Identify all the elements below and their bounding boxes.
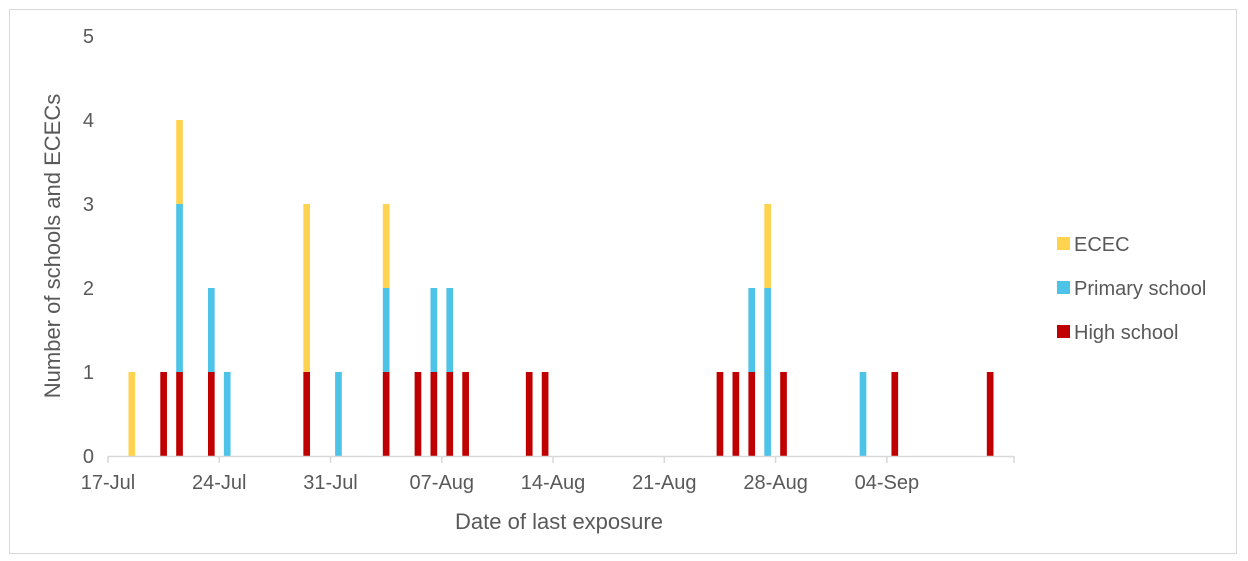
legend-label: High school [1074, 322, 1179, 344]
bars [128, 120, 994, 456]
bar-segment-primary-school [176, 204, 183, 372]
x-tick-label: 24-Jul [192, 472, 246, 494]
legend-swatch [1057, 325, 1070, 338]
bar-segment-primary-school [335, 372, 342, 456]
bar-segment-primary-school [748, 288, 756, 372]
legend-label: ECEC [1074, 234, 1130, 256]
bar-segment-high-school [446, 372, 454, 456]
y-tick-label: 5 [83, 26, 94, 48]
y-tick-label: 4 [83, 110, 94, 132]
bar-segment-ecec [176, 120, 183, 204]
bar-segment-primary-school [430, 288, 438, 372]
y-tick-label: 1 [83, 362, 94, 384]
x-axis: 17-Jul 24-Jul 31-Jul 07-Aug 14-Aug 21-Aug 28-A… [81, 455, 1015, 494]
bar-segment-primary-school [382, 288, 390, 372]
bar-segment-primary-school [764, 288, 771, 456]
bar-segment-high-school [541, 372, 549, 456]
bar-segment-high-school [732, 372, 740, 456]
bar-segment-high-school [176, 372, 183, 456]
x-tick-label: 31-Jul [303, 472, 357, 494]
bar-segment-primary-school [446, 288, 454, 372]
x-axis-title: Date of last exposure [455, 509, 663, 534]
x-tick-label: 04-Sep [855, 472, 920, 494]
bar-segment-high-school [382, 372, 390, 456]
bar-segment-primary-school [859, 372, 867, 456]
bar-segment-high-school [986, 372, 994, 456]
legend-label: Primary school [1074, 278, 1206, 300]
bar-segment-primary-school [223, 372, 231, 456]
bar-segment-ecec [128, 372, 136, 456]
x-tick-label: 21-Aug [632, 472, 697, 494]
bar-segment-primary-school [207, 288, 215, 372]
bar-segment-high-school [891, 372, 899, 456]
bar-segment-high-school [716, 372, 724, 456]
legend-swatch [1057, 281, 1070, 294]
y-tick-label: 0 [83, 446, 94, 468]
bar-segment-high-school [430, 372, 438, 456]
bar-segment-high-school [160, 372, 167, 456]
legend-swatch [1057, 237, 1070, 250]
legend: ECEC Primary school High school [1057, 234, 1206, 344]
bar-segment-high-school [207, 372, 215, 456]
y-tick-label: 2 [83, 278, 94, 300]
bar-segment-high-school [414, 372, 422, 456]
y-axis-title: Number of schools and ECECs [40, 94, 65, 398]
bar-segment-high-school [525, 372, 533, 456]
y-axis-ticks: 0 1 2 3 4 5 [83, 26, 94, 468]
y-tick-label: 3 [83, 194, 94, 216]
bar-segment-high-school [748, 372, 756, 456]
bar-segment-high-school [303, 372, 311, 456]
bar-segment-ecec [303, 204, 311, 372]
chart-frame [9, 9, 1237, 554]
x-tick-label: 28-Aug [743, 472, 808, 494]
bar-segment-ecec [764, 204, 771, 288]
x-tick-label: 17-Jul [81, 472, 135, 494]
bar-segment-high-school [462, 372, 469, 456]
x-tick-label: 07-Aug [410, 472, 475, 494]
bar-segment-high-school [780, 372, 787, 456]
bar-segment-ecec [382, 204, 390, 288]
x-tick-label: 14-Aug [521, 472, 586, 494]
